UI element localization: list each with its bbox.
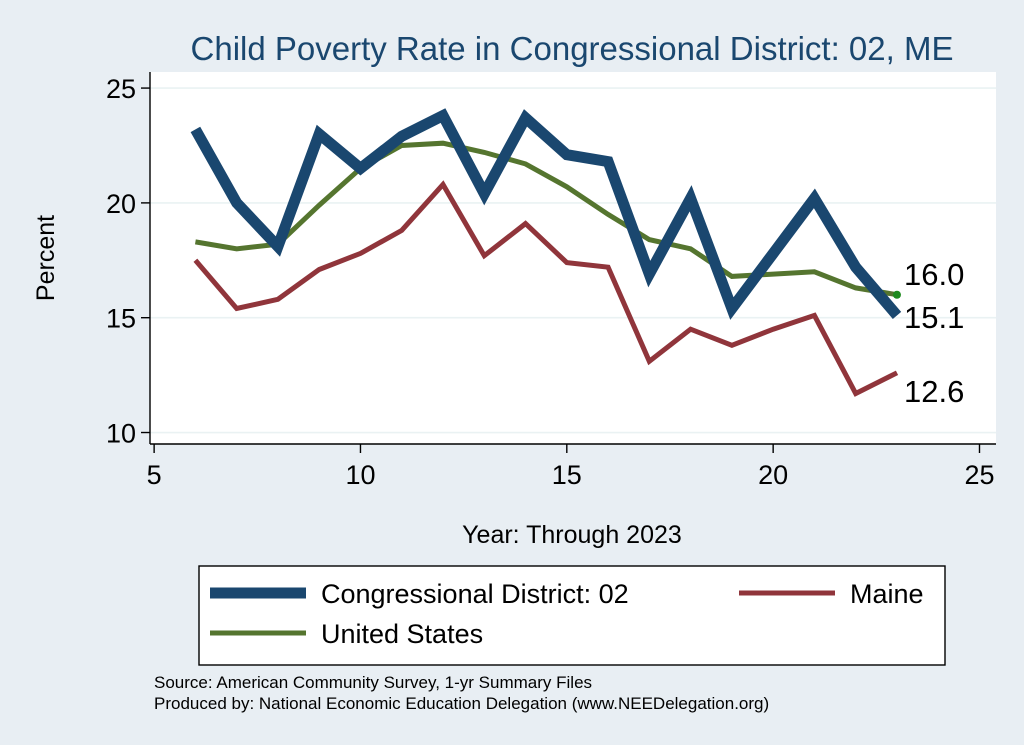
x-axis-title: Year: Through 2023 [462, 521, 682, 549]
x-tick-label: 10 [345, 460, 375, 490]
end-label-0: 15.1 [904, 300, 964, 335]
series-line-1 [193, 180, 899, 397]
y-tick-label: 25 [106, 74, 136, 104]
y-axis-title: Percent [32, 215, 60, 301]
y-tick-label: 15 [106, 304, 136, 334]
x-tick-label: 5 [147, 460, 162, 490]
legend-items: Congressional District: 02 Maine United St… [210, 579, 924, 649]
legend [198, 565, 946, 666]
x-tick-label: 15 [552, 460, 582, 490]
source-line: Source: American Community Survey, 1-yr … [154, 673, 592, 692]
legend-label-2: United States [321, 619, 483, 649]
producer-line: Produced by: National Economic Education… [154, 694, 769, 713]
series-line-0 [190, 108, 902, 320]
end-value-labels: 15.1 12.6 16.0 [904, 257, 964, 409]
series-lines [190, 108, 902, 397]
end-label-1: 12.6 [904, 374, 964, 409]
x-axis: 5 10 15 20 25 [147, 444, 995, 490]
end-label-2: 16.0 [904, 257, 964, 292]
chart-title: Child Poverty Rate in Congressional Dist… [191, 30, 954, 67]
y-axis: 10 15 20 25 [106, 74, 150, 449]
x-tick-label: 25 [964, 460, 994, 490]
y-tick-label: 10 [106, 419, 136, 449]
series-line-2 [194, 140, 898, 298]
x-tick-label: 20 [758, 460, 788, 490]
y-tick-label: 20 [106, 189, 136, 219]
legend-label-0: Congressional District: 02 [321, 579, 629, 609]
series-end-marker [892, 290, 901, 299]
legend-label-1: Maine [850, 579, 924, 609]
